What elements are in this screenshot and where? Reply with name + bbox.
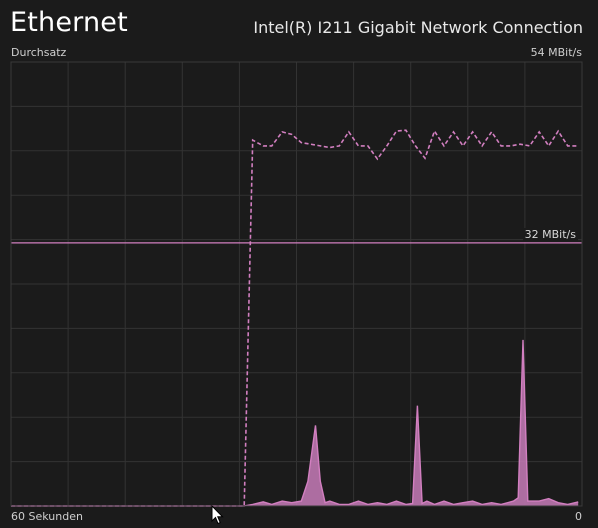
receive-area-line	[11, 339, 579, 507]
x-axis-right-label: 0	[575, 510, 582, 523]
y-max-label: 54 MBit/s	[530, 46, 582, 59]
send-dashed-line	[11, 129, 579, 507]
chart-series	[11, 129, 582, 507]
receive-area-fill	[11, 339, 579, 506]
reference-line-label: 32 MBit/s	[522, 227, 578, 242]
chart-border	[10, 61, 583, 507]
mouse-pointer-icon	[211, 505, 224, 525]
adapter-name: Intel(R) I211 Gigabit Network Connection	[253, 18, 583, 37]
x-axis-left-label: 60 Sekunden	[11, 510, 83, 523]
page-title: Ethernet	[10, 7, 128, 38]
chart-grid	[11, 62, 582, 506]
throughput-label: Durchsatz	[11, 46, 67, 59]
